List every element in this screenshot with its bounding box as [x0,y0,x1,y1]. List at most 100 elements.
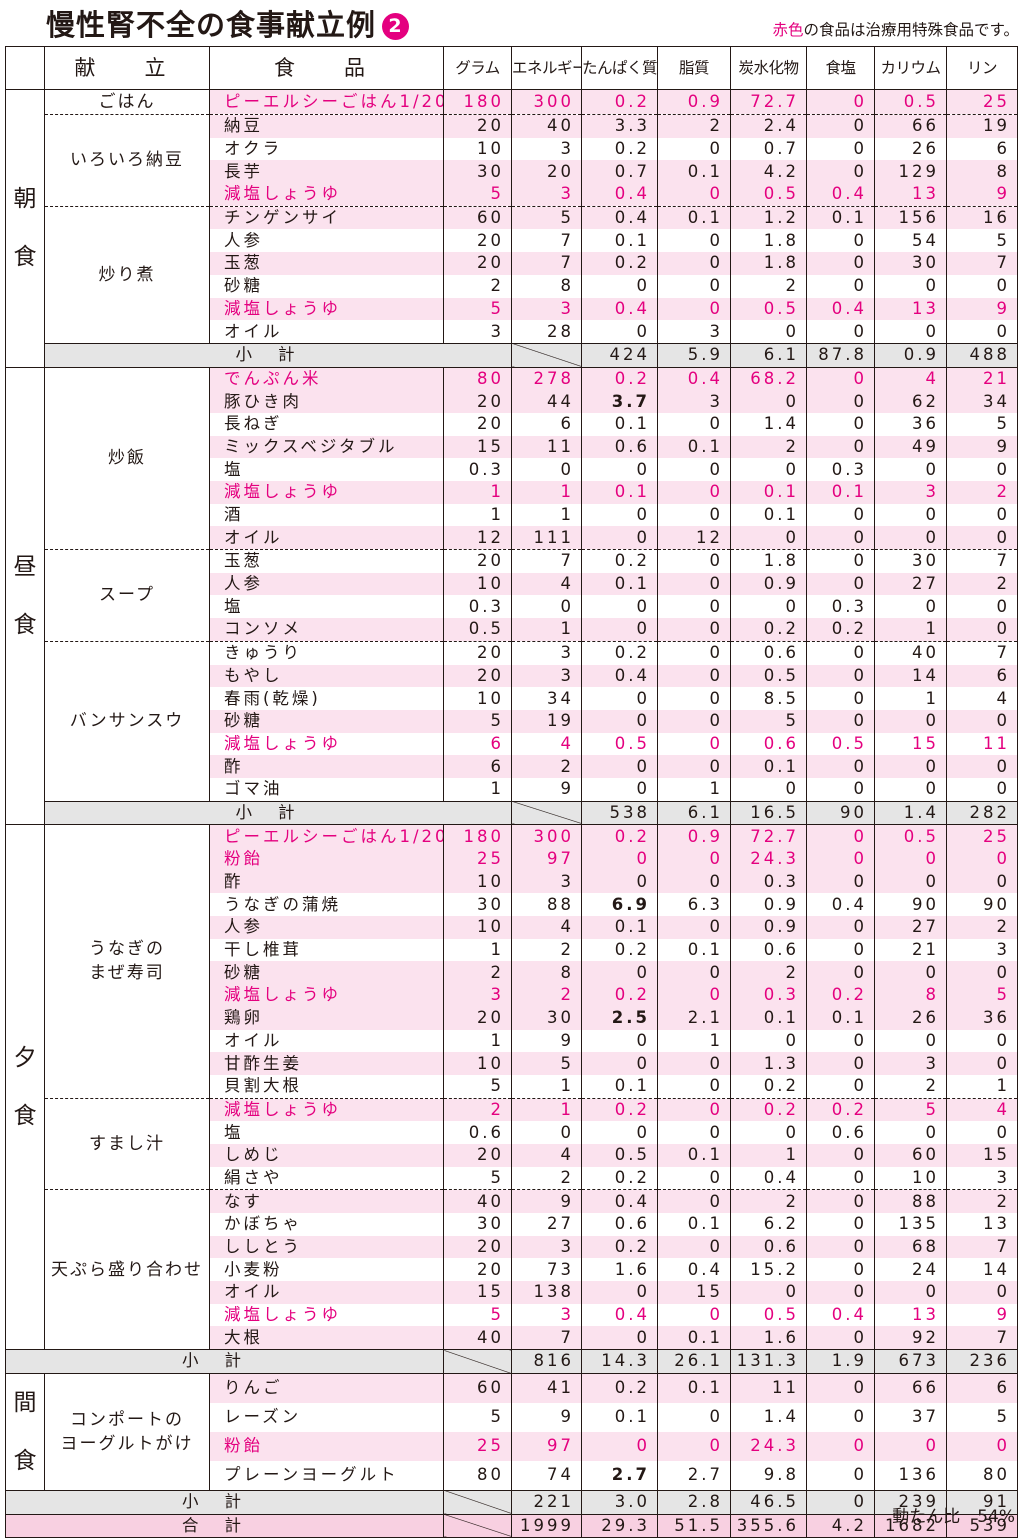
value-cell: 0 [657,687,731,710]
value-cell: 0.2 [581,938,658,962]
empty-gram-cell [443,1349,512,1374]
value-cell: 91 [946,1489,1018,1515]
food-row: 塩 0.6 0 0 0 0 0.6 0 0 [6,1121,1018,1144]
value-cell: 9 [946,435,1018,459]
value-cell: 24.3 [730,848,807,871]
subtotal-row: 小計 816 14.3 26.1 131.3 1.9 673 236 [5,1349,1018,1374]
value-cell: 60 [443,205,512,230]
value-cell: 0 [806,89,875,115]
food-name: 塩 [209,1121,444,1144]
value-cell: 0 [581,961,658,985]
value-cell: 0 [806,687,875,710]
value-cell: 9 [511,777,582,802]
value-cell: 0 [657,664,731,688]
value-cell: 488 [946,342,1018,368]
value-cell: 2 [657,113,731,138]
value-cell: 0 [657,618,731,642]
value-cell: 72.7 [730,89,807,115]
value-cell: 0 [657,595,731,619]
value-cell: 80 [443,366,512,391]
value-cell: 0.3 [730,870,807,894]
value-cell: 0 [946,526,1018,550]
value-cell: 21 [946,366,1018,391]
food-name: 長ねぎ [209,412,444,436]
value-cell: 12 [443,526,512,550]
value-cell: 0.1 [730,1006,807,1030]
value-cell: 3 [946,938,1018,962]
value-cell: 20 [443,1143,512,1167]
value-cell: 0 [806,274,875,298]
value-cell: 1.9 [806,1349,875,1374]
value-cell: 3 [511,1303,582,1327]
value-cell: 6.1 [730,342,807,368]
value-cell: 0.6 [581,435,658,459]
value-cell: 4 [874,366,947,391]
value-cell: 1.8 [730,549,807,573]
value-cell: 0 [657,732,731,756]
value-cell: 6.9 [581,893,658,917]
value-cell: 0 [946,848,1018,871]
value-cell: 0 [806,1213,875,1236]
value-cell: 0.6 [730,938,807,962]
value-cell: 0.5 [443,618,512,642]
value-cell: 0 [581,320,658,344]
food-name: 減塩しょうゆ [209,481,444,504]
food-name: 絹さや [209,1166,444,1190]
value-cell: 0 [581,709,658,733]
value-cell: 0 [806,916,875,939]
value-cell: 13 [874,183,947,207]
value-cell: 20 [443,412,512,436]
value-cell: 20 [443,640,512,665]
food-row: 長芋 30 20 0.7 0.1 4.2 0 129 8 [6,160,1018,184]
food-row: 干し椎茸 1 2 0.2 0.1 0.6 0 21 3 [6,938,1018,962]
value-cell: 4 [511,916,582,939]
value-cell: 1 [443,777,512,802]
value-cell: 0.1 [657,205,731,230]
value-cell: 1 [511,503,582,527]
value-cell: 4.2 [730,160,807,184]
food-row: 小麦粉 20 73 1.6 0.4 15.2 0 24 14 [6,1258,1018,1282]
value-cell: 0 [946,961,1018,985]
value-cell: 0.6 [730,640,807,665]
value-cell: 0.2 [806,1097,875,1122]
value-cell: 0 [657,709,731,733]
value-cell: 0.3 [730,984,807,1007]
value-cell: 0 [946,1052,1018,1075]
value-cell: 6 [946,664,1018,688]
value-cell: 7 [511,549,582,573]
value-cell: 0 [946,1281,1018,1304]
value-cell: 0 [806,229,875,253]
food-row: 朝 食ごはん ピーエルシーごはん1/20 180 300 0.2 0.9 72.7 0 0.5 2… [5,89,1018,368]
value-cell: 36 [874,412,947,436]
food-name: オイル [209,1281,444,1304]
protein-ratio: 動たん比 54% [892,1507,1015,1527]
food-name: チンゲンサイ [209,205,444,230]
food-name: 玉葱 [209,549,444,573]
value-cell: 180 [443,824,512,848]
food-name: オクラ [209,137,444,161]
value-cell: 4 [946,1097,1018,1122]
value-cell: 0.5 [874,824,947,848]
value-cell: 34 [946,390,1018,413]
value-cell: 0 [581,1029,658,1053]
food-row: 貝割大根 5 1 0.1 0 0.2 0 2 1 [6,1074,1018,1099]
value-cell: 0.9 [730,916,807,939]
food-name: 砂糖 [209,961,444,985]
value-cell: 66 [874,1372,947,1403]
value-cell: 0.4 [581,297,658,321]
value-cell: 29.3 [581,1513,658,1538]
value-cell: 80 [946,1460,1018,1491]
value-cell: 0 [657,1097,731,1122]
value-cell: 30 [443,893,512,917]
dish-name: スープ [44,549,210,642]
value-cell: 5 [443,297,512,321]
meal-label: 夕 食 [5,824,45,1350]
food-row: 春雨(乾燥) 10 34 0 0 8.5 0 1 4 [6,687,1018,710]
value-cell: 0 [946,458,1018,481]
value-cell: 3 [511,640,582,665]
value-cell: 0 [946,870,1018,894]
value-cell: 1 [443,503,512,527]
value-cell: 5 [874,1097,947,1122]
value-cell: 0 [806,1431,875,1461]
